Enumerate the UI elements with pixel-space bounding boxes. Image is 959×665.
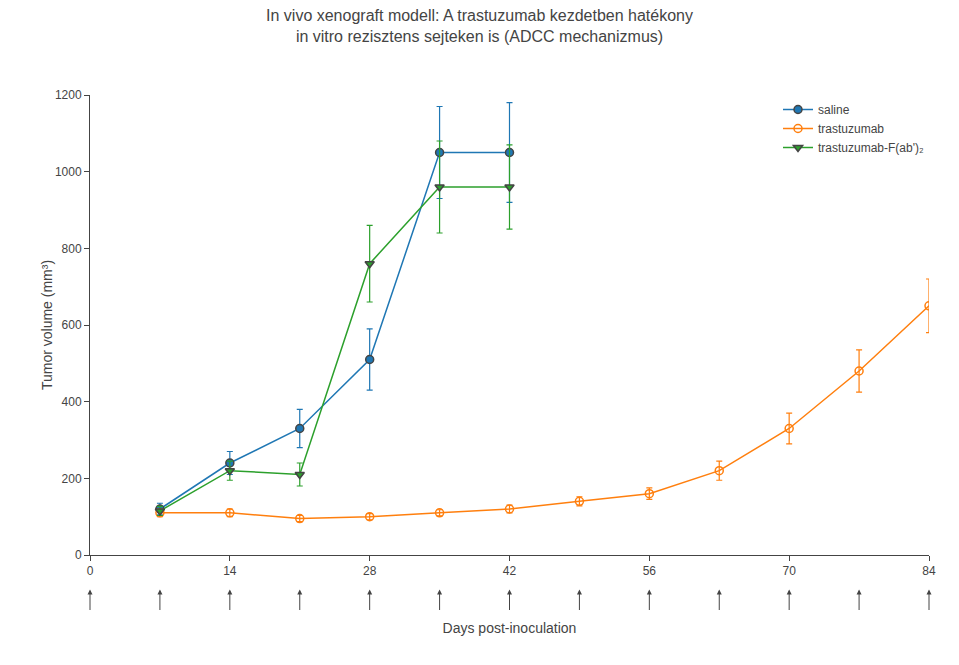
svg-text:84: 84 [922, 564, 936, 578]
svg-text:In vivo xenograft modell: A tr: In vivo xenograft modell: A trastuzumab … [266, 7, 693, 45]
svg-text:56: 56 [643, 564, 657, 578]
svg-text:400: 400 [62, 395, 82, 409]
svg-text:200: 200 [62, 472, 82, 486]
svg-text:1200: 1200 [55, 88, 82, 102]
svg-text:trastuzumab-F(ab')₂: trastuzumab-F(ab')₂ [818, 141, 924, 155]
svg-text:800: 800 [62, 242, 82, 256]
svg-text:70: 70 [782, 564, 796, 578]
svg-text:saline: saline [818, 103, 850, 117]
svg-text:0: 0 [87, 564, 94, 578]
svg-text:1000: 1000 [55, 165, 82, 179]
svg-text:Days post-inoculation: Days post-inoculation [443, 620, 577, 636]
svg-text:0: 0 [75, 548, 82, 562]
svg-text:Tumor volume (mm³): Tumor volume (mm³) [39, 260, 55, 390]
svg-text:42: 42 [503, 564, 517, 578]
svg-text:600: 600 [62, 318, 82, 332]
svg-text:trastuzumab: trastuzumab [818, 122, 884, 136]
svg-text:28: 28 [363, 564, 377, 578]
svg-text:14: 14 [223, 564, 237, 578]
